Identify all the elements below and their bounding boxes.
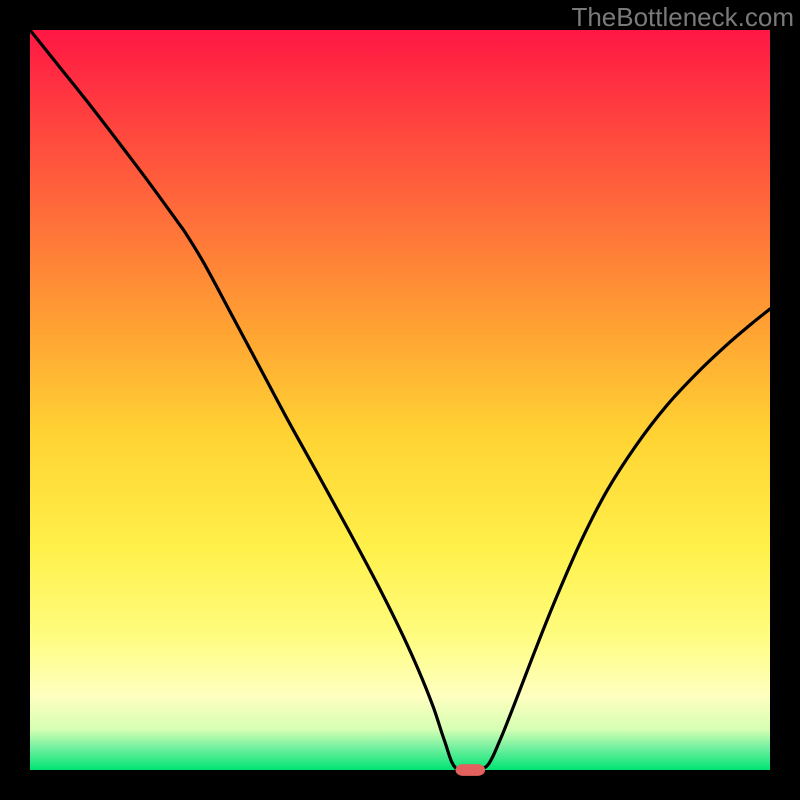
- optimum-marker: [456, 764, 486, 776]
- gradient-background: [30, 30, 770, 770]
- attribution-text: TheBottleneck.com: [571, 2, 794, 33]
- chart-stage: TheBottleneck.com: [0, 0, 800, 800]
- bottleneck-curve-chart: [0, 0, 800, 800]
